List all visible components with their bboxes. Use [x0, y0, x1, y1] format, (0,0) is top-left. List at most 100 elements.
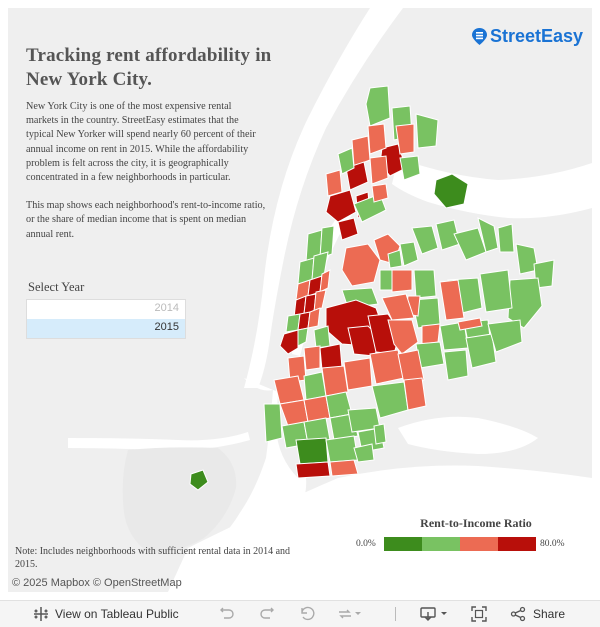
neighborhood-40[interactable]	[477, 217, 499, 253]
neighborhood-17[interactable]	[337, 147, 355, 175]
streeteasy-logo[interactable]: StreetEasy	[472, 26, 583, 47]
neighborhood-4[interactable]	[367, 123, 387, 155]
neighborhood-49[interactable]	[391, 269, 413, 293]
neighborhood-66[interactable]	[381, 293, 415, 321]
legend-min-label: 0.0%	[356, 539, 376, 549]
neighborhood-50[interactable]	[379, 269, 393, 291]
legend-title: Rent-to-Income Ratio	[420, 516, 532, 530]
neighborhood-31[interactable]	[307, 307, 321, 329]
year-options: 2014 2015	[26, 300, 186, 339]
tableau-viz: Tracking rent affordability in New York …	[8, 8, 592, 592]
neighborhood-12[interactable]	[325, 189, 357, 223]
year-filter: Select Year 2014 2015	[26, 278, 186, 339]
year-option-2015[interactable]: 2015	[27, 319, 185, 338]
legend-swatch-low	[422, 537, 460, 551]
neighborhood-11[interactable]	[433, 173, 469, 209]
year-filter-label: Select Year	[26, 278, 186, 300]
neighborhood-44[interactable]	[507, 277, 543, 329]
view-on-tableau-label: View on Tableau Public	[55, 607, 179, 621]
legend-scale: 0.0% 80.0%	[356, 537, 578, 551]
neighborhood-10[interactable]	[395, 123, 415, 155]
neighborhood-75[interactable]	[343, 357, 373, 391]
neighborhood-92[interactable]	[295, 461, 331, 479]
neighborhood-45[interactable]	[479, 269, 513, 313]
view-on-tableau-button[interactable]: View on Tableau Public	[33, 601, 179, 627]
neighborhood-34[interactable]	[341, 243, 381, 287]
neighborhood-59[interactable]	[487, 319, 523, 353]
neighborhood-16[interactable]	[371, 183, 389, 203]
neighborhood-93[interactable]	[329, 459, 359, 477]
neighborhood-90[interactable]	[325, 435, 359, 463]
share-button[interactable]: Share	[510, 601, 565, 627]
map-attribution[interactable]: © 2025 Mapbox © OpenStreetMap	[12, 577, 182, 589]
neighborhood-18[interactable]	[325, 169, 343, 197]
lower-bay	[168, 465, 592, 592]
intro-paragraph-1: New York City is one of the most expensi…	[26, 101, 256, 184]
neighborhood-8[interactable]	[399, 155, 421, 181]
legend-max-label: 80.0%	[540, 539, 565, 549]
neighborhood-58[interactable]	[465, 333, 497, 369]
page-title: Tracking rent affordability in New York …	[26, 45, 272, 90]
share-label: Share	[533, 607, 566, 621]
neighborhood-91[interactable]	[353, 443, 375, 463]
revert-button[interactable]	[299, 601, 315, 627]
neighborhood-layer[interactable]	[189, 85, 555, 491]
intro-text: New York City is one of the most expensi…	[26, 100, 266, 256]
neighborhood-74[interactable]	[321, 365, 349, 397]
neighborhood-68[interactable]	[313, 325, 331, 349]
neighborhood-20[interactable]	[319, 225, 335, 259]
revert-icon	[301, 606, 315, 621]
legend-swatch-very-low	[384, 537, 422, 551]
neighborhood-77[interactable]	[397, 349, 425, 385]
tableau-toolbar: View on Tableau Public Share	[0, 600, 600, 627]
neighborhood-83[interactable]	[263, 403, 283, 443]
neighborhood-67[interactable]	[387, 319, 419, 355]
neighborhood-60[interactable]	[443, 349, 469, 381]
tableau-logo-icon	[34, 607, 48, 621]
neighborhood-7[interactable]	[369, 155, 389, 185]
neighborhood-41[interactable]	[497, 223, 515, 253]
neighborhood-28[interactable]	[313, 289, 327, 313]
neighborhood-94[interactable]	[373, 423, 387, 445]
neighborhood-89[interactable]	[295, 437, 329, 465]
hudson-river	[244, 8, 403, 388]
jamaica-bay	[398, 416, 538, 454]
year-option-2014[interactable]: 2014	[27, 300, 185, 319]
neighborhood-54[interactable]	[421, 323, 441, 345]
redo-icon	[260, 607, 274, 619]
nyc-rent-map[interactable]	[8, 8, 592, 592]
neighborhood-32[interactable]	[279, 329, 299, 355]
redo-button[interactable]	[259, 601, 275, 627]
neighborhood-57[interactable]	[457, 317, 483, 331]
neighborhood-48[interactable]	[413, 269, 437, 299]
streeteasy-pin-icon	[472, 28, 487, 45]
neighborhood-5[interactable]	[351, 135, 371, 167]
neighborhood-1[interactable]	[365, 85, 391, 127]
kill-van-kull	[68, 432, 250, 451]
fullscreen-button[interactable]	[471, 601, 487, 627]
neighborhood-33[interactable]	[297, 327, 309, 347]
logo-text: StreetEasy	[490, 26, 584, 46]
staten-island	[122, 447, 237, 553]
legend-swatch-very-high	[498, 537, 536, 551]
refresh-button[interactable]	[337, 601, 361, 627]
footnote: Note: Includes neighborhoods with suffic…	[15, 546, 291, 570]
toolbar-separator	[395, 607, 396, 621]
neighborhood-72[interactable]	[273, 375, 305, 405]
download-icon	[420, 607, 447, 621]
neighborhood-47[interactable]	[439, 279, 465, 321]
neighborhood-25[interactable]	[319, 269, 331, 293]
neighborhood-37[interactable]	[411, 225, 439, 255]
neighborhood-9[interactable]	[415, 113, 439, 149]
neighborhood-79[interactable]	[403, 377, 427, 411]
legend-color-bar	[384, 537, 536, 551]
neighborhood-14[interactable]	[337, 217, 359, 241]
legend: Rent-to-Income Ratio 0.0% 80.0%	[356, 516, 578, 551]
refresh-icon	[339, 609, 361, 619]
neighborhood-70[interactable]	[303, 345, 321, 371]
undo-button[interactable]	[219, 601, 235, 627]
neighborhood-95[interactable]	[189, 469, 209, 491]
download-button[interactable]	[420, 601, 448, 627]
neighborhood-62[interactable]	[387, 249, 403, 269]
neighborhood-36[interactable]	[399, 241, 419, 267]
